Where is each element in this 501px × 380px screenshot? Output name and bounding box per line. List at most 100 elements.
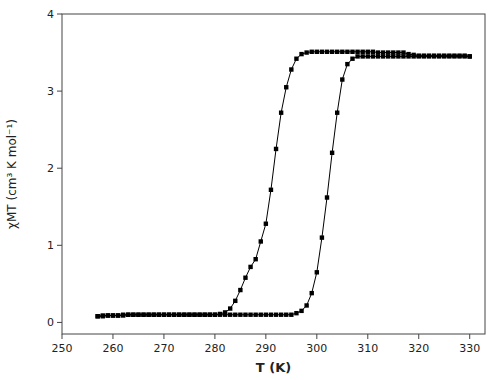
point bbox=[167, 313, 171, 317]
point bbox=[106, 313, 110, 317]
series-line bbox=[98, 52, 470, 316]
point bbox=[131, 313, 135, 317]
point bbox=[294, 311, 298, 315]
point bbox=[391, 54, 395, 58]
point bbox=[106, 313, 110, 317]
x-tick-label: 300 bbox=[306, 342, 327, 355]
point bbox=[457, 54, 461, 58]
point bbox=[208, 313, 212, 317]
point bbox=[259, 239, 263, 243]
point bbox=[386, 50, 390, 54]
point bbox=[202, 313, 206, 317]
point bbox=[386, 54, 390, 58]
point bbox=[172, 313, 176, 317]
point bbox=[289, 313, 293, 317]
point bbox=[371, 50, 375, 54]
point bbox=[202, 313, 206, 317]
point bbox=[121, 313, 125, 317]
x-tick bbox=[214, 334, 215, 339]
point bbox=[320, 235, 324, 239]
point bbox=[218, 312, 222, 316]
point bbox=[371, 54, 375, 58]
point bbox=[274, 147, 278, 151]
point bbox=[355, 50, 359, 54]
point bbox=[376, 50, 380, 54]
point bbox=[228, 313, 232, 317]
point bbox=[274, 313, 278, 317]
point bbox=[340, 77, 344, 81]
y-tick-label: 2 bbox=[47, 162, 54, 175]
y-tick bbox=[57, 91, 62, 92]
y-tick-label: 1 bbox=[47, 239, 54, 252]
point bbox=[253, 313, 257, 317]
point bbox=[101, 313, 105, 317]
point bbox=[253, 257, 257, 261]
point bbox=[146, 313, 150, 317]
point bbox=[187, 313, 191, 317]
point bbox=[315, 270, 319, 274]
point bbox=[417, 54, 421, 58]
point bbox=[111, 313, 115, 317]
point bbox=[213, 313, 217, 317]
point bbox=[437, 54, 441, 58]
point bbox=[141, 313, 145, 317]
plot-frame bbox=[62, 14, 485, 334]
point bbox=[162, 313, 166, 317]
x-tick-label: 310 bbox=[357, 342, 378, 355]
point bbox=[335, 110, 339, 114]
point bbox=[340, 50, 344, 54]
y-tick bbox=[57, 245, 62, 246]
point bbox=[259, 313, 263, 317]
point bbox=[269, 313, 273, 317]
point bbox=[468, 54, 472, 58]
point bbox=[366, 50, 370, 54]
x-tick bbox=[62, 334, 63, 339]
point bbox=[320, 50, 324, 54]
x-tick bbox=[367, 334, 368, 339]
point bbox=[437, 53, 441, 57]
point bbox=[325, 195, 329, 199]
point bbox=[345, 62, 349, 66]
series-line bbox=[98, 56, 470, 316]
point bbox=[457, 53, 461, 57]
point bbox=[197, 313, 201, 317]
point bbox=[335, 50, 339, 54]
point bbox=[468, 54, 472, 58]
point bbox=[299, 309, 303, 313]
point bbox=[238, 288, 242, 292]
point bbox=[330, 50, 334, 54]
point bbox=[417, 53, 421, 57]
x-tick bbox=[316, 334, 317, 339]
point bbox=[126, 313, 130, 317]
point bbox=[243, 276, 247, 280]
x-axis-label: T (K) bbox=[256, 360, 291, 375]
point bbox=[187, 313, 191, 317]
point bbox=[136, 313, 140, 317]
point bbox=[248, 313, 252, 317]
point bbox=[310, 50, 314, 54]
point bbox=[330, 151, 334, 155]
point bbox=[411, 54, 415, 58]
point bbox=[177, 313, 181, 317]
point bbox=[452, 53, 456, 57]
point bbox=[167, 313, 171, 317]
y-tick-label: 0 bbox=[47, 316, 54, 329]
point bbox=[284, 313, 288, 317]
point bbox=[310, 291, 314, 295]
point bbox=[462, 53, 466, 57]
point bbox=[121, 313, 125, 317]
point bbox=[243, 313, 247, 317]
point bbox=[162, 313, 166, 317]
point bbox=[228, 306, 232, 310]
point bbox=[350, 57, 354, 61]
point bbox=[182, 313, 186, 317]
point bbox=[248, 265, 252, 269]
x-tick bbox=[418, 334, 419, 339]
point bbox=[432, 53, 436, 57]
point bbox=[366, 54, 370, 58]
point bbox=[116, 313, 120, 317]
point bbox=[289, 67, 293, 71]
point bbox=[218, 313, 222, 317]
point bbox=[182, 313, 186, 317]
point bbox=[447, 54, 451, 58]
